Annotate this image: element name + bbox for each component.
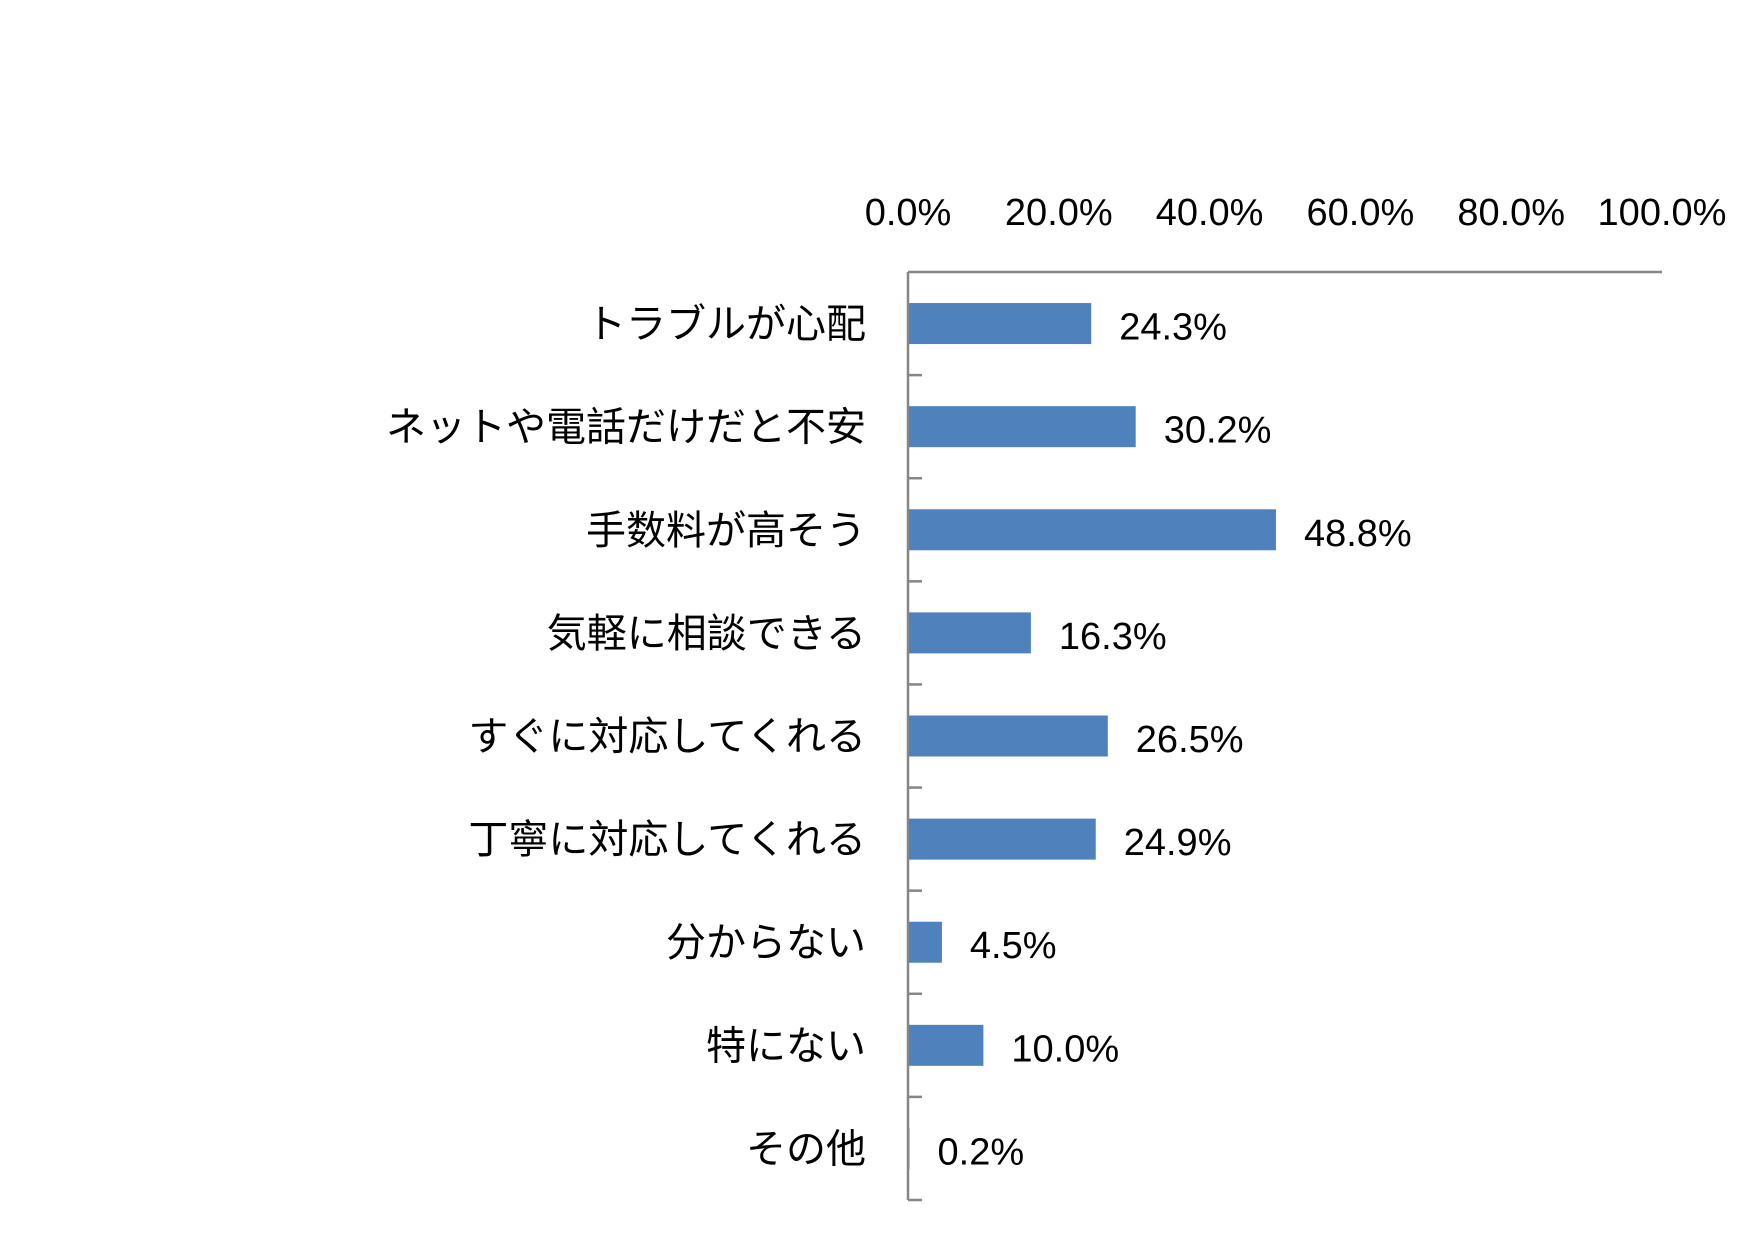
x-tick-label: 20.0% <box>1005 192 1113 234</box>
category-label: 丁寧に対応してくれる <box>468 817 866 863</box>
bar <box>909 818 1096 860</box>
data-label: 30.2% <box>1164 410 1272 452</box>
bar <box>909 1127 910 1169</box>
category-label: 気軽に相談できる <box>547 611 866 657</box>
category-label: 分からない <box>666 920 866 966</box>
category-label: 特にない <box>706 1023 866 1069</box>
x-tick-label: 80.0% <box>1457 192 1565 234</box>
bar <box>909 612 1031 654</box>
category-labels: トラブルが心配ネットや電話だけだと不安手数料が高そう気軽に相談できるすぐに対応し… <box>386 302 866 1173</box>
data-label: 26.5% <box>1136 719 1244 761</box>
x-tick-label: 60.0% <box>1307 192 1415 234</box>
x-tick-label: 0.0% <box>865 192 952 234</box>
bars <box>909 303 1276 1169</box>
category-label: すぐに対応してくれる <box>468 714 866 760</box>
category-label: その他 <box>746 1126 866 1172</box>
x-tick-label: 100.0% <box>1598 192 1727 234</box>
bar <box>909 921 942 963</box>
category-label: ネットや電話だけだと不安 <box>386 405 866 451</box>
y-axis <box>906 272 922 1202</box>
bar <box>909 715 1108 757</box>
category-label: 手数料が高そう <box>586 508 866 554</box>
data-label: 10.0% <box>1011 1028 1119 1070</box>
bar <box>909 406 1136 448</box>
x-axis: 0.0% 20.0% 40.0% 60.0% 80.0% 100.0% <box>865 192 1727 274</box>
bar <box>909 509 1276 551</box>
x-tick-label: 40.0% <box>1156 192 1264 234</box>
category-label: トラブルが心配 <box>586 302 866 348</box>
bar <box>909 303 1092 345</box>
data-label: 4.5% <box>970 925 1057 967</box>
data-label: 24.9% <box>1124 822 1232 864</box>
data-label: 24.3% <box>1119 307 1227 349</box>
data-labels: 24.3% 30.2% 48.8% 16.3% 26.5% 24.9% 4.5% 10.0% 0… <box>938 307 1412 1174</box>
data-label: 0.2% <box>938 1131 1025 1173</box>
data-label: 16.3% <box>1059 616 1167 658</box>
bar <box>909 1024 984 1066</box>
data-label: 48.8% <box>1304 513 1412 555</box>
